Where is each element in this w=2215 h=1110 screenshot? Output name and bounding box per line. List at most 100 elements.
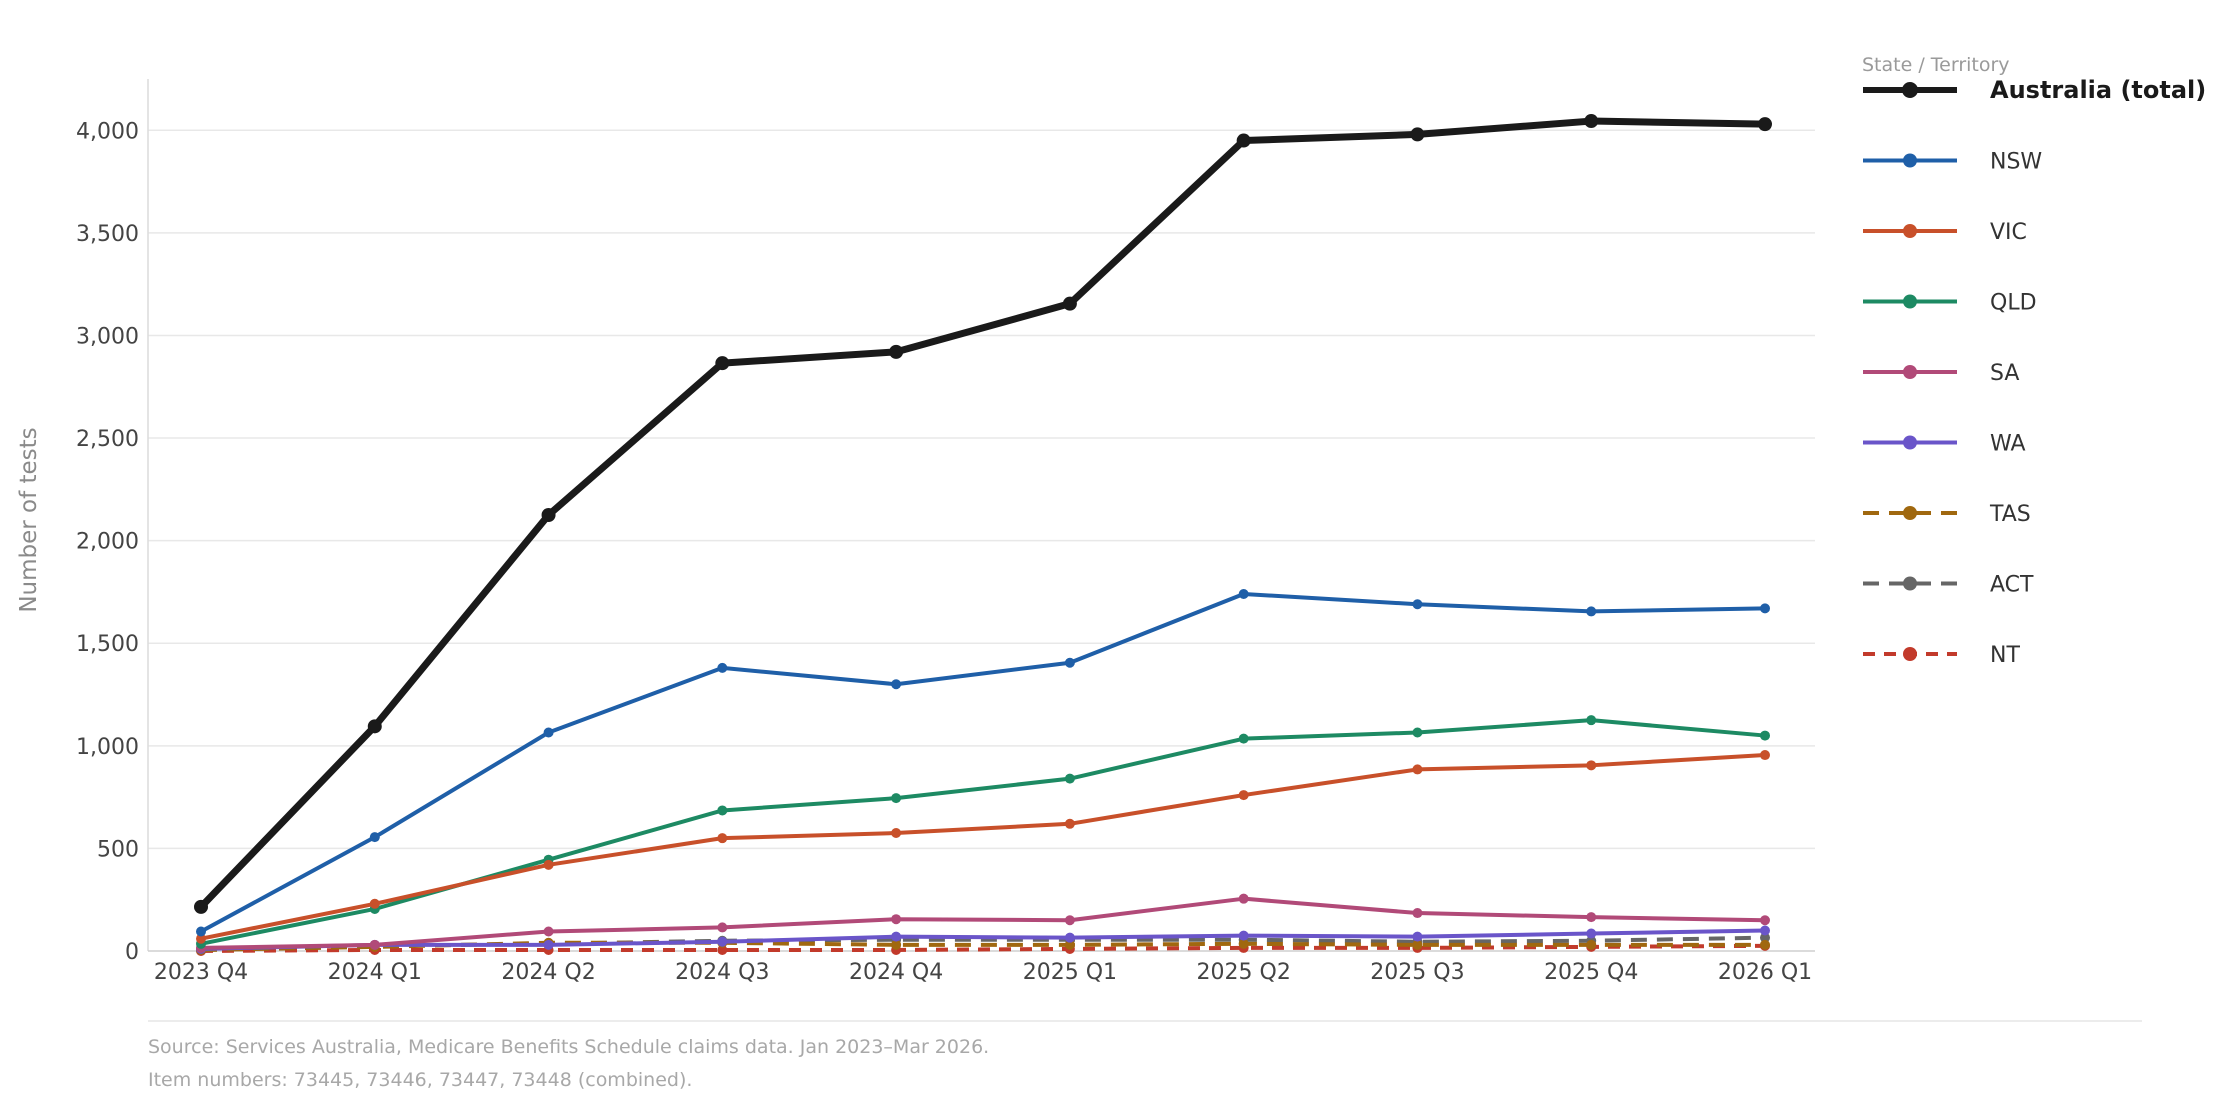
x-tick-label: 2025 Q3 — [1370, 960, 1464, 985]
legend-label: NSW — [1990, 150, 2042, 175]
data-point — [369, 832, 380, 843]
series-nsw — [196, 588, 1770, 937]
data-point — [1412, 764, 1423, 775]
series-line — [199, 896, 1767, 950]
series-vic — [196, 750, 1770, 944]
data-point — [1062, 296, 1077, 311]
legend-label: WA — [1990, 432, 2026, 457]
legend-label: VIC — [1990, 220, 2027, 245]
x-tick-label: 2024 Q1 — [328, 960, 422, 985]
x-tick-label: 2024 Q4 — [849, 960, 943, 985]
series-line — [199, 928, 1767, 951]
data-point — [1760, 750, 1770, 761]
data-point — [1586, 939, 1597, 950]
series-line — [200, 943, 1766, 953]
data-point — [891, 914, 902, 925]
data-point — [889, 344, 904, 359]
legend-swatch-marker — [1903, 153, 1917, 168]
data-point — [717, 805, 728, 816]
data-point — [543, 859, 554, 870]
data-point — [367, 719, 382, 734]
legend-label: NT — [1990, 643, 2020, 668]
legend-swatch-marker — [1903, 224, 1917, 238]
legend-item: QLD — [1863, 291, 2037, 316]
data-point — [1064, 915, 1075, 926]
series-line — [197, 117, 1769, 911]
x-tick-label: 2025 Q1 — [1023, 960, 1117, 985]
data-point — [891, 679, 902, 690]
data-point — [543, 727, 554, 738]
data-point — [541, 508, 556, 522]
series-lines — [194, 114, 1772, 956]
data-point — [1760, 730, 1770, 741]
data-point — [1064, 818, 1075, 829]
data-point — [196, 933, 206, 944]
legend-label: SA — [1990, 361, 2019, 386]
data-point — [891, 939, 902, 950]
series-wa — [196, 925, 1770, 954]
data-point — [1064, 657, 1075, 668]
data-point — [1760, 939, 1770, 950]
data-point — [1412, 727, 1423, 738]
data-point — [1758, 117, 1772, 132]
x-tick-label: 2023 Q4 — [154, 960, 248, 985]
legend-swatch-marker — [1903, 506, 1917, 520]
data-point — [1064, 773, 1075, 784]
y-tick-label: 1,500 — [76, 632, 139, 657]
data-point — [1586, 928, 1597, 939]
data-point — [1760, 603, 1770, 614]
y-tick-label: 2,500 — [76, 427, 139, 452]
series-australia-total — [194, 114, 1772, 914]
data-point — [1238, 938, 1249, 949]
x-tick-label: 2024 Q3 — [675, 960, 769, 985]
data-point — [891, 793, 902, 804]
legend-item: SA — [1863, 361, 2019, 386]
y-tick-label: 4,000 — [76, 119, 139, 144]
data-point — [1586, 912, 1597, 923]
data-point — [1238, 588, 1249, 599]
legend-item: Australia (total) — [1863, 76, 2206, 104]
legend-swatch-marker — [1903, 294, 1917, 309]
data-point — [1412, 908, 1423, 919]
legend-item: TAS — [1863, 502, 2031, 527]
data-point — [1410, 127, 1425, 142]
data-point — [715, 356, 730, 371]
legend-label: ACT — [1990, 573, 2034, 598]
legend-swatch-marker — [1903, 365, 1917, 379]
data-point — [1412, 931, 1423, 942]
series-line — [199, 718, 1767, 946]
data-point — [717, 936, 728, 947]
legend-item: ACT — [1863, 573, 2034, 598]
data-point — [1412, 939, 1423, 950]
legend-title: State / Territory — [1862, 54, 2010, 76]
legend-item: NT — [1863, 643, 2020, 668]
legend-item: NSW — [1863, 150, 2042, 175]
data-point — [717, 662, 728, 673]
data-point — [369, 898, 380, 909]
legend-swatch-marker — [1903, 576, 1917, 591]
data-point — [891, 828, 902, 839]
data-point — [196, 926, 206, 937]
data-point — [1586, 606, 1597, 617]
data-point — [1238, 733, 1249, 744]
series-line — [199, 753, 1767, 941]
x-tick-label: 2026 Q1 — [1718, 960, 1812, 985]
axes: 0 500 1,000 1,500 2,000 2,500 3,000 3,500 4,000 2… — [76, 79, 1815, 985]
data-point — [717, 944, 728, 955]
legend-label: Australia (total) — [1990, 76, 2206, 104]
gridlines — [148, 129, 1815, 850]
data-point — [543, 926, 554, 937]
data-point — [891, 931, 902, 942]
legend-swatch-marker — [1902, 82, 1918, 98]
data-point — [543, 939, 554, 950]
source-note: Source: Services Australia, Medicare Ben… — [148, 1036, 989, 1058]
legend-label: QLD — [1990, 291, 2037, 316]
x-tick-label: 2024 Q2 — [501, 960, 595, 985]
y-tick-label: 1,000 — [76, 735, 139, 760]
x-tick-label: 2025 Q2 — [1197, 960, 1291, 985]
data-point — [1238, 893, 1249, 904]
data-point — [1586, 760, 1597, 771]
data-point — [1760, 932, 1770, 943]
